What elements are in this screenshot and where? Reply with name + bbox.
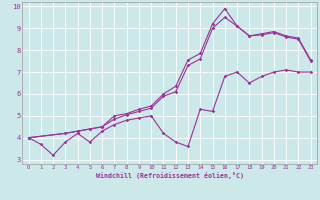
X-axis label: Windchill (Refroidissement éolien,°C): Windchill (Refroidissement éolien,°C) — [96, 172, 244, 179]
